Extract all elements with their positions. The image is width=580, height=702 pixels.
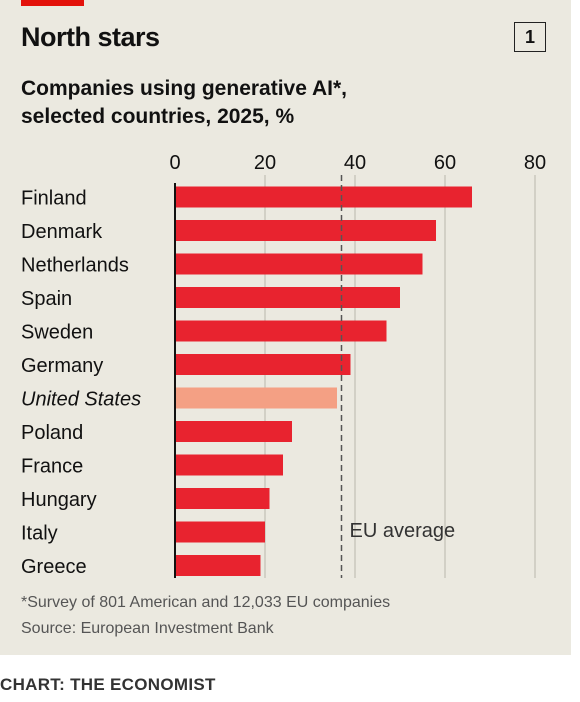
category-label-finland: Finland bbox=[21, 188, 87, 210]
source-note: Source: European Investment Bank bbox=[21, 620, 274, 637]
chart-number-badge: 1 bbox=[514, 22, 546, 52]
bar-spain bbox=[175, 287, 400, 308]
bar-greece bbox=[175, 555, 261, 576]
category-label-france: France bbox=[21, 456, 83, 478]
x-tick-label-20: 20 bbox=[254, 152, 276, 174]
eu-average-label: EU average bbox=[350, 520, 456, 542]
category-label-germany: Germany bbox=[21, 355, 103, 377]
category-label-spain: Spain bbox=[21, 288, 72, 310]
bar-poland bbox=[175, 421, 292, 442]
subtitle-line-1: Companies using generative AI*, bbox=[21, 77, 347, 100]
footnote: *Survey of 801 American and 12,033 EU co… bbox=[21, 594, 391, 611]
bar-chart: 0 20 40 60 80 Finland Denmark Netherlands Spain S… bbox=[21, 152, 546, 578]
chart-card: North stars 1 Companies using generative… bbox=[0, 0, 571, 655]
chart-subtitle: Companies using generative AI*, selected… bbox=[21, 75, 541, 131]
category-label-poland: Poland bbox=[21, 422, 83, 444]
x-tick-label-0: 0 bbox=[169, 152, 180, 174]
x-tick-label-40: 40 bbox=[344, 152, 366, 174]
category-label-greece: Greece bbox=[21, 556, 87, 578]
brand-tag bbox=[21, 0, 84, 6]
subtitle-line-2: selected countries, 2025, % bbox=[21, 105, 295, 128]
category-label-hungary: Hungary bbox=[21, 489, 97, 511]
x-tick-label-60: 60 bbox=[434, 152, 456, 174]
category-label-denmark: Denmark bbox=[21, 221, 103, 243]
bar-netherlands bbox=[175, 253, 423, 275]
bar-sweden bbox=[175, 320, 387, 342]
bar-germany bbox=[175, 354, 351, 375]
category-label-united-states: United States bbox=[21, 389, 141, 411]
chart-credit: CHART: THE ECONOMIST bbox=[0, 675, 216, 694]
category-label-sweden: Sweden bbox=[21, 322, 93, 344]
bar-italy bbox=[175, 521, 265, 543]
bar-denmark bbox=[175, 220, 436, 241]
bar-hungary bbox=[175, 488, 270, 509]
category-label-italy: Italy bbox=[21, 523, 58, 545]
bar-united-states bbox=[175, 387, 337, 409]
category-label-netherlands: Netherlands bbox=[21, 255, 129, 277]
bar-finland bbox=[175, 186, 472, 208]
x-tick-label-80: 80 bbox=[524, 152, 546, 174]
chart-title: North stars bbox=[21, 22, 160, 52]
bar-france bbox=[175, 454, 283, 476]
